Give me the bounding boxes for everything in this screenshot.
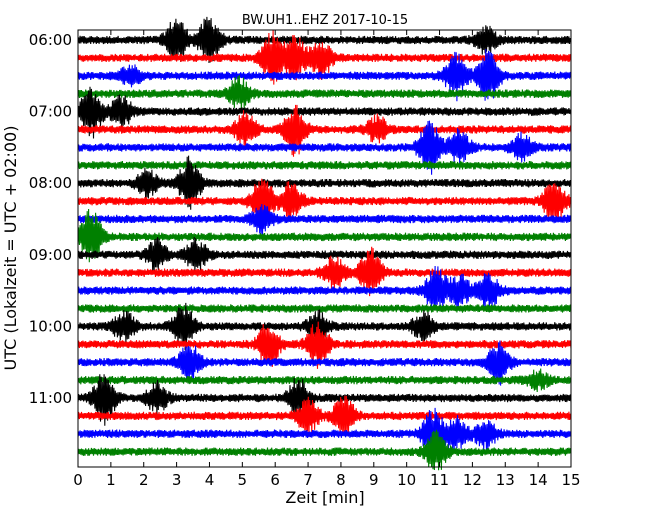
x-tick-label: 9 — [369, 471, 379, 489]
x-axis: 0 1 2 3 4 5 6 7 8 9 10 11 12 13 14 15 — [73, 30, 581, 489]
x-tick-label: 1 — [106, 471, 116, 489]
y-tick-label: 08:00 — [29, 174, 72, 192]
trace-0600 — [77, 16, 572, 64]
y-axis-label: UTC (Lokalzeit = UTC + 02:00) — [1, 126, 20, 371]
x-tick-label: 15 — [561, 471, 580, 489]
trace-1130 — [77, 407, 572, 458]
x-tick-label: 14 — [529, 471, 548, 489]
x-tick-label: 10 — [397, 471, 416, 489]
chart-title: BW.UH1..EHZ 2017-10-15 — [242, 13, 408, 28]
trace-group — [77, 16, 572, 471]
x-tick-label: 2 — [139, 471, 149, 489]
trace-0730 — [77, 120, 572, 175]
x-tick-label: 8 — [336, 471, 346, 489]
trace-1145 — [77, 429, 572, 471]
x-tick-label: 13 — [496, 471, 515, 489]
trace-0830 — [77, 204, 572, 236]
x-axis-label: Zeit [min] — [285, 488, 364, 507]
trace-0800 — [77, 155, 572, 210]
plot-frame — [77, 29, 572, 468]
y-tick-label: 10:00 — [29, 317, 72, 335]
trace-0900 — [77, 236, 572, 273]
x-tick-label: 0 — [73, 471, 83, 489]
x-tick-label: 12 — [463, 471, 482, 489]
trace-0815 — [77, 178, 572, 231]
trace-1100 — [77, 374, 572, 426]
y-tick-label: 07:00 — [29, 103, 72, 121]
y-axis: 06:00 07:00 08:00 09:00 10:00 11:00 — [29, 31, 571, 407]
x-tick-label: 11 — [430, 471, 449, 489]
y-tick-label: 09:00 — [29, 246, 72, 264]
trace-1115 — [77, 395, 572, 436]
trace-0630 — [77, 49, 572, 102]
trace-0845 — [77, 208, 572, 263]
trace-1045 — [77, 368, 572, 393]
x-tick-label: 3 — [172, 471, 182, 489]
trace-0645 — [77, 75, 572, 111]
y-tick-label: 06:00 — [29, 31, 72, 49]
x-tick-label: 6 — [270, 471, 280, 489]
trace-0700 — [77, 86, 572, 139]
x-tick-label: 7 — [303, 471, 313, 489]
trace-0945 — [77, 304, 572, 313]
x-tick-label: 5 — [238, 471, 248, 489]
trace-0915 — [77, 246, 572, 297]
y-tick-label: 11:00 — [29, 389, 72, 407]
trace-1000 — [77, 302, 572, 351]
trace-0930 — [77, 265, 572, 313]
trace-0715 — [77, 104, 572, 157]
trace-1030 — [77, 340, 572, 386]
x-tick-label: 4 — [205, 471, 215, 489]
trace-0745 — [77, 161, 572, 170]
